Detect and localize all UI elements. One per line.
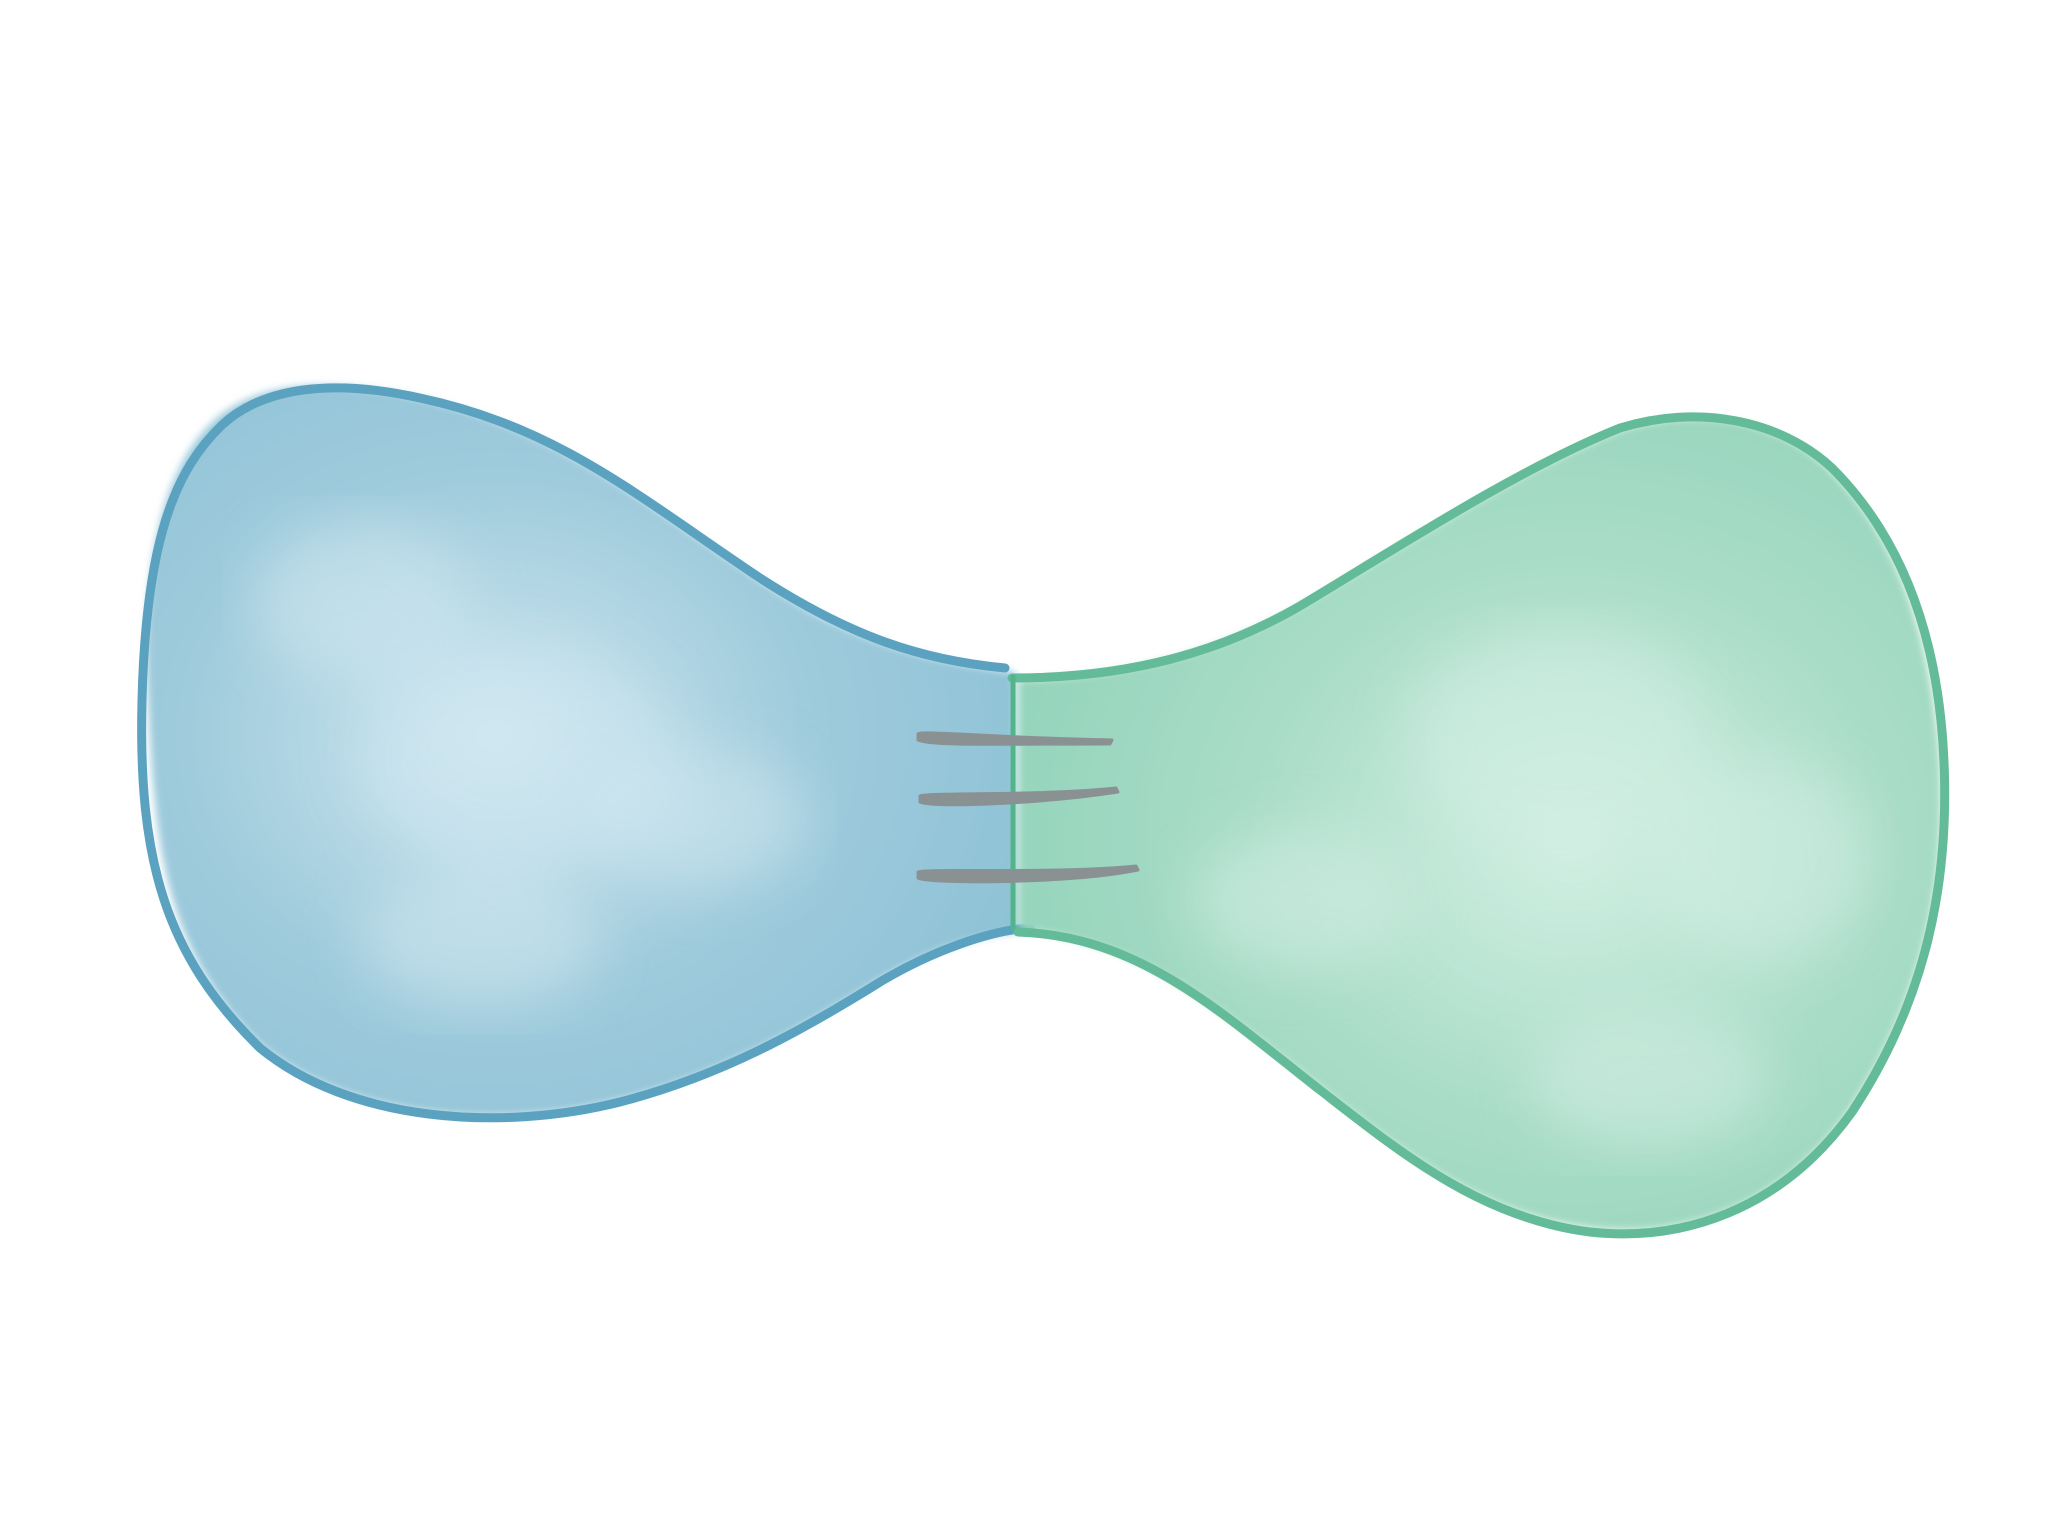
right-cloud-3 bbox=[1190, 830, 1410, 970]
left-lobe-outline bbox=[137, 383, 1035, 1123]
left-lobe-clouds bbox=[250, 520, 810, 1010]
stitch-1 bbox=[916, 731, 1114, 746]
right-lobe-outline bbox=[1007, 412, 1950, 1239]
left-cloud-4 bbox=[360, 870, 600, 1010]
right-cloud-4 bbox=[1530, 1010, 1770, 1150]
right-cloud-2 bbox=[1650, 760, 1870, 960]
left-lobe bbox=[137, 383, 1035, 1123]
stitch-2 bbox=[918, 786, 1120, 807]
left-cloud-3 bbox=[250, 520, 470, 680]
right-lobe-clouds bbox=[1190, 630, 1870, 1150]
stitch-3 bbox=[916, 864, 1140, 884]
right-lobe bbox=[1007, 412, 1950, 1239]
left-cloud-2 bbox=[590, 750, 810, 890]
stitches bbox=[916, 731, 1140, 884]
right-cloud-1 bbox=[1410, 630, 1710, 850]
